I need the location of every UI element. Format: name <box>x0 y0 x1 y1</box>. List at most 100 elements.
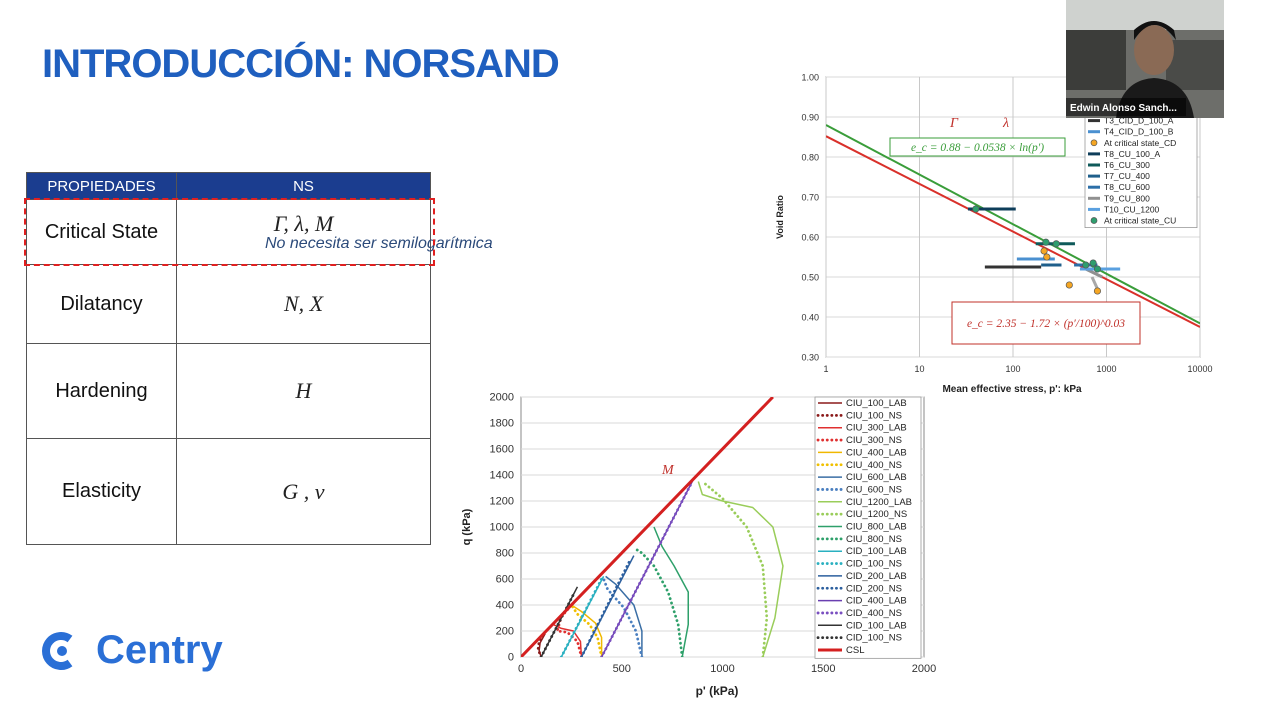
equation: e_c = 2.35 − 1.72 × (p′/100)^0.03 <box>967 318 1125 330</box>
marker <box>1082 261 1090 269</box>
highlight-box <box>24 198 435 266</box>
legend-label: CIU_300_NS <box>846 435 902 446</box>
legend-label: CID_400_LAB <box>846 596 907 607</box>
table-cell: H <box>176 343 431 439</box>
table-cell: G , ν <box>176 438 431 545</box>
legend-label: CIU_1200_LAB <box>846 497 912 508</box>
legend-label: CID_400_NS <box>846 608 902 619</box>
legend-label: CID_100_LAB <box>846 620 907 631</box>
legend-label: CIU_300_LAB <box>846 423 907 434</box>
x-tick-label: 10 <box>914 364 924 374</box>
y-tick-label: 0 <box>508 652 514 664</box>
y-tick-label: 0.90 <box>801 113 819 123</box>
legend-marker <box>1090 217 1098 224</box>
legend-label: CIU_1200_NS <box>846 509 907 520</box>
video-tile: Edwin Alonso Sanch... <box>1066 0 1224 118</box>
slide-title: INTRODUCCIÓN: NORSAND <box>42 42 560 86</box>
equation: e_c = 0.88 − 0.0538 × ln(p′) <box>911 142 1044 154</box>
series-line <box>826 135 1200 328</box>
y-tick-label: 600 <box>496 574 514 586</box>
equation-box <box>951 301 1141 345</box>
y-axis-label: Void Ratio <box>775 195 785 239</box>
series-line <box>539 593 575 657</box>
x-tick-label: 1000 <box>710 663 734 675</box>
y-tick-label: 800 <box>496 548 514 560</box>
y-tick-label: 1000 <box>490 522 514 534</box>
legend-label: CID_100_LAB <box>846 546 907 557</box>
legend-label: CIU_600_LAB <box>846 472 907 483</box>
table-header: PROPIEDADES <box>26 172 177 200</box>
annotation: M <box>661 463 675 478</box>
x-tick-label: 100 <box>1005 364 1020 374</box>
y-tick-label: 1200 <box>490 496 514 508</box>
legend-label: CID_100_NS <box>846 633 902 644</box>
legend-label: CIU_400_NS <box>846 460 902 471</box>
series-line <box>632 546 684 657</box>
x-tick-label: 1500 <box>811 663 835 675</box>
legend-label: CIU_600_NS <box>846 484 902 495</box>
legend-label: At critical state_CD <box>1104 138 1176 148</box>
table-cell: N, X <box>176 264 431 344</box>
participant-name: Edwin Alonso Sanch... <box>1070 103 1177 114</box>
table-header: NS <box>176 172 431 200</box>
annotation: Γ <box>949 116 959 131</box>
table-cell: Hardening <box>26 343 177 439</box>
y-tick-label: 1400 <box>490 470 514 482</box>
x-tick-label: 1000 <box>1096 364 1116 374</box>
legend-label: T6_CU_300 <box>1104 160 1150 170</box>
legend-label: T8_CU_600 <box>1104 182 1150 192</box>
marker <box>1065 281 1073 289</box>
logo-icon <box>42 631 73 670</box>
legend-box <box>1084 103 1198 228</box>
y-tick-label: 2000 <box>490 392 514 404</box>
properties-table: PROPIEDADES NS Critical State Γ, λ, M No ne… <box>26 172 493 545</box>
y-tick-label: 1600 <box>490 444 514 456</box>
legend-label: T10_CU_1200 <box>1104 204 1160 214</box>
legend-marker <box>1090 139 1098 147</box>
logo-text: Centry <box>96 628 223 672</box>
annotation: λ <box>1002 116 1009 131</box>
legend-label: T8_CU_100_A <box>1104 149 1161 159</box>
marker <box>1093 287 1101 295</box>
series-line <box>605 575 643 657</box>
series-line <box>700 480 769 657</box>
legend-label: CID_100_NS <box>846 559 902 570</box>
table-cell: Elasticity <box>26 438 177 545</box>
marker <box>972 205 980 213</box>
legend-label: CIU_800_NS <box>846 534 902 545</box>
marker <box>1052 240 1060 248</box>
legend-label: CSL <box>846 645 864 656</box>
marker <box>1093 265 1101 273</box>
y-tick-label: 0.80 <box>801 153 819 163</box>
series-line <box>570 604 603 657</box>
series-line <box>600 480 694 657</box>
series-line <box>697 481 784 657</box>
series-line <box>580 559 632 657</box>
series-line <box>536 633 545 657</box>
series-line <box>555 606 583 657</box>
y-tick-label: 0.70 <box>801 193 819 203</box>
series-line <box>569 603 603 657</box>
y-tick-label: 1.00 <box>801 73 819 83</box>
legend-label: CIU_800_LAB <box>846 522 907 533</box>
y-tick-label: 1800 <box>490 418 514 430</box>
series-line <box>602 577 644 657</box>
marker <box>1043 253 1051 261</box>
y-tick-label: 0.50 <box>801 273 819 283</box>
legend-label: CIU_100_NS <box>846 410 902 421</box>
y-tick-label: 0.60 <box>801 233 819 243</box>
series-line <box>521 397 774 657</box>
legend-label: T3_CID_D_100_A <box>1104 116 1174 126</box>
marker <box>1042 238 1050 246</box>
y-tick-label: 0.40 <box>801 313 819 323</box>
x-axis-label: p' (kPa) <box>696 684 739 698</box>
table-cell: Γ, λ, M No necesita ser semilogarítmica <box>176 199 493 265</box>
note: No necesita ser semilogarítmica <box>265 235 493 252</box>
legend-label: CIU_400_LAB <box>846 447 907 458</box>
marker <box>1040 247 1048 255</box>
logo: Centry <box>40 628 223 673</box>
math: Γ, λ, M <box>273 211 334 236</box>
x-tick-label: 2000 <box>912 663 936 675</box>
